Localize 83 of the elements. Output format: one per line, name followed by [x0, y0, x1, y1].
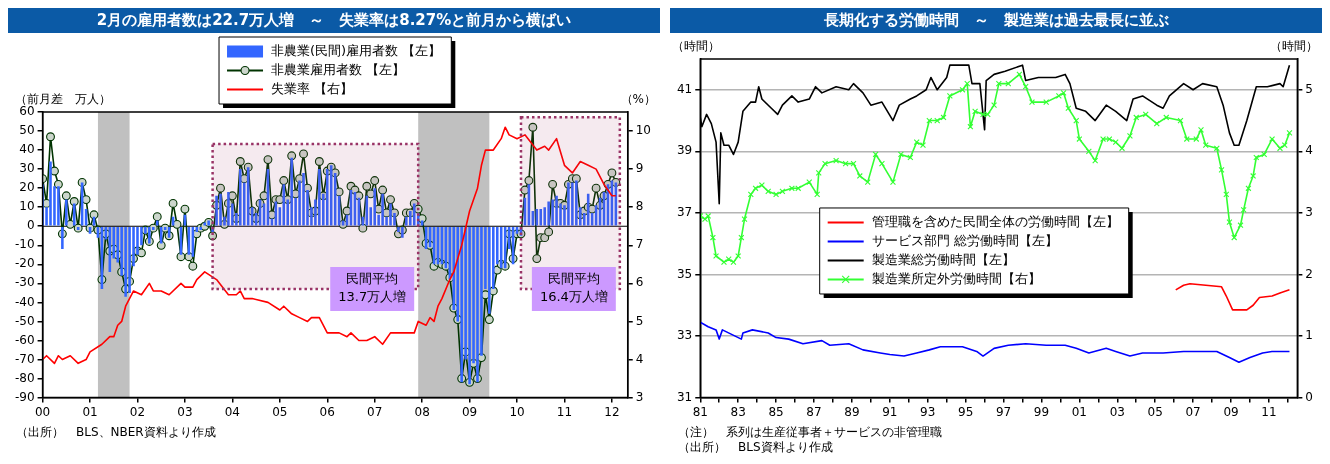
- y-tick-label: 41: [676, 81, 693, 96]
- x-tick-label: 91: [882, 404, 898, 419]
- band-label: 民間平均 16.4万人増: [539, 271, 608, 305]
- x-tick-label: 85: [768, 404, 784, 419]
- legend-label: 失業率 【右】: [271, 80, 354, 96]
- y2-axis-title: （時間）: [1270, 39, 1318, 54]
- x-tick-label: 01: [82, 404, 98, 419]
- y2-tick-label: 4: [635, 351, 644, 366]
- legend-label: 非農業(民間)雇用者数 【左】: [271, 42, 442, 58]
- y-tick-label: 50: [19, 123, 35, 138]
- x-tick-label: 04: [224, 404, 241, 419]
- y-tick-label: -30: [14, 275, 35, 290]
- y2-axis-title: （%）: [620, 92, 656, 107]
- x-tick-label: 11: [556, 404, 573, 419]
- x-tick-label: 87: [806, 404, 822, 419]
- legend-label: 製造業総労働時間【左】: [871, 251, 1015, 267]
- x-tick-label: 11: [1261, 404, 1277, 419]
- x-tick-label: 89: [844, 404, 860, 419]
- y2-tick-label: 8: [635, 199, 644, 214]
- x-tick-label: 03: [1109, 404, 1125, 419]
- x-tick-label: 00: [34, 404, 51, 419]
- y-tick-label: -10: [14, 237, 35, 252]
- y-axis-title: （時間）: [672, 39, 721, 54]
- x-tick-label: 07: [367, 404, 383, 419]
- legend-label: サービス部門 総労働時間【左】: [871, 232, 1058, 248]
- y2-tick-label: 3: [635, 389, 644, 404]
- y-tick-label: 31: [676, 389, 693, 404]
- y-tick-label: -90: [14, 389, 35, 404]
- y-tick-label: 39: [676, 143, 693, 158]
- y2-tick-label: 3: [1305, 205, 1314, 220]
- x-tick-label: 93: [920, 404, 936, 419]
- legend-label: 製造業所定外労働時間【右】: [871, 270, 1041, 286]
- x-tick-label: 01: [1071, 404, 1088, 419]
- x-tick-label: 99: [1033, 404, 1050, 419]
- y2-tick-label: 7: [635, 237, 644, 252]
- x-tick-label: 06: [319, 404, 335, 419]
- y-tick-label: -80: [14, 370, 35, 385]
- x-tick-label: 12: [604, 404, 620, 419]
- y2-tick-label: 6: [635, 275, 644, 290]
- y-tick-label: 33: [676, 328, 693, 343]
- y2-tick-label: 4: [1305, 143, 1314, 158]
- y2-tick-label: 2: [1305, 266, 1314, 281]
- y-tick-label: 30: [19, 161, 35, 176]
- x-tick-label: 10: [509, 404, 525, 419]
- y2-tick-label: 9: [635, 161, 644, 176]
- x-tick-label: 07: [1185, 404, 1201, 419]
- chart-title: 長期化する労働時間 ～ 製造業は過去最長に並ぶ: [670, 8, 1322, 33]
- y-tick-label: -50: [14, 313, 35, 328]
- legend-label: 管理職を含めた民間全体の労働時間【左】: [871, 213, 1119, 229]
- y-tick-label: 20: [19, 180, 35, 195]
- x-tick-label: 03: [177, 404, 193, 419]
- y-tick-label: 0: [26, 218, 35, 233]
- x-tick-label: 05: [1147, 404, 1163, 419]
- y-tick-label: -40: [14, 294, 35, 309]
- y-tick-label: 37: [676, 205, 693, 220]
- y2-tick-label: 0: [1305, 389, 1314, 404]
- y2-tick-label: 5: [635, 313, 644, 328]
- text: （注） 系列は生産従事者＋サービスの非管理職: [677, 425, 943, 440]
- y-axis-title: （前月差 万人）: [14, 92, 111, 107]
- y-tick-label: 60: [19, 104, 35, 119]
- y-tick-label: 35: [676, 266, 693, 281]
- y2-tick-label: 10: [635, 123, 652, 138]
- y-tick-label: 40: [19, 142, 35, 157]
- chart-title: 2月の雇用者数は22.7万人増 ～ 失業率は8.27%と前月から横ばい: [8, 8, 660, 33]
- y2-tick-label: 1: [1305, 328, 1314, 343]
- x-tick-label: 02: [129, 404, 146, 419]
- text: （出所） BLS、NBER資料より作成: [15, 425, 217, 440]
- x-tick-label: 81: [692, 404, 708, 419]
- x-tick-label: 95: [958, 404, 974, 419]
- y-tick-label: -60: [14, 332, 35, 347]
- band-label: 民間平均 13.7万人増: [338, 271, 407, 305]
- text: （出所） BLS資料より作成: [677, 440, 834, 455]
- x-tick-label: 08: [414, 404, 430, 419]
- y2-tick-label: 5: [1305, 81, 1314, 96]
- x-tick-label: 97: [995, 404, 1012, 419]
- y-tick-label: 10: [19, 199, 35, 214]
- y-tick-label: -20: [14, 256, 35, 271]
- x-tick-label: 83: [730, 404, 746, 419]
- x-tick-label: 09: [1223, 404, 1239, 419]
- y-tick-label: -70: [14, 351, 35, 366]
- x-tick-label: 09: [461, 404, 478, 419]
- x-tick-label: 05: [272, 404, 288, 419]
- legend-label: 非農業雇用者数 【左】: [271, 61, 406, 77]
